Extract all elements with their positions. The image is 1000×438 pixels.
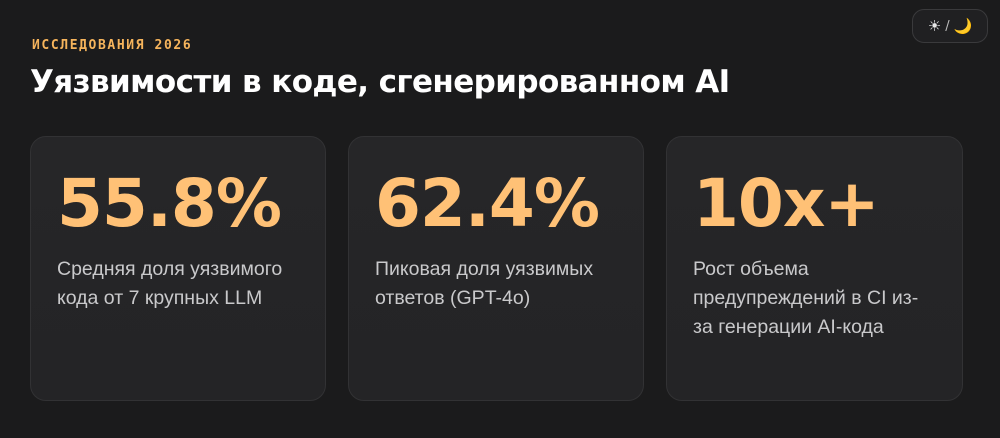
stat-cards: 55.8% Средняя доля уязвимого кода от 7 к… <box>30 136 963 401</box>
stat-card-ci-warnings: 10x+ Рост объема предупреждений в CI из-… <box>666 136 963 401</box>
toggle-separator: / <box>945 18 950 34</box>
stat-value: 10x+ <box>693 165 880 242</box>
stat-card-average-vulnerable: 55.8% Средняя доля уязвимого кода от 7 к… <box>30 136 326 401</box>
stat-description: Пиковая доля уязвимых ответов (GPT-4o) <box>375 258 594 309</box>
page-title: Уязвимости в коде, сгенерированном AI <box>30 64 730 100</box>
stat-card-peak-vulnerable: 62.4% Пиковая доля уязвимых ответов (GPT… <box>348 136 644 401</box>
section-kicker: ИССЛЕДОВАНИЯ 2026 <box>32 38 193 53</box>
stat-description: Рост объема предупреждений в CI из-за ге… <box>693 258 919 338</box>
stat-value: 55.8% <box>57 165 282 242</box>
sun-icon: ☀ <box>927 17 942 35</box>
stat-description: Средняя доля уязвимого кода от 7 крупных… <box>57 258 283 309</box>
moon-icon: 🌙 <box>953 17 973 35</box>
stat-value: 62.4% <box>375 165 600 242</box>
theme-toggle-button[interactable]: ☀ / 🌙 <box>912 9 988 43</box>
